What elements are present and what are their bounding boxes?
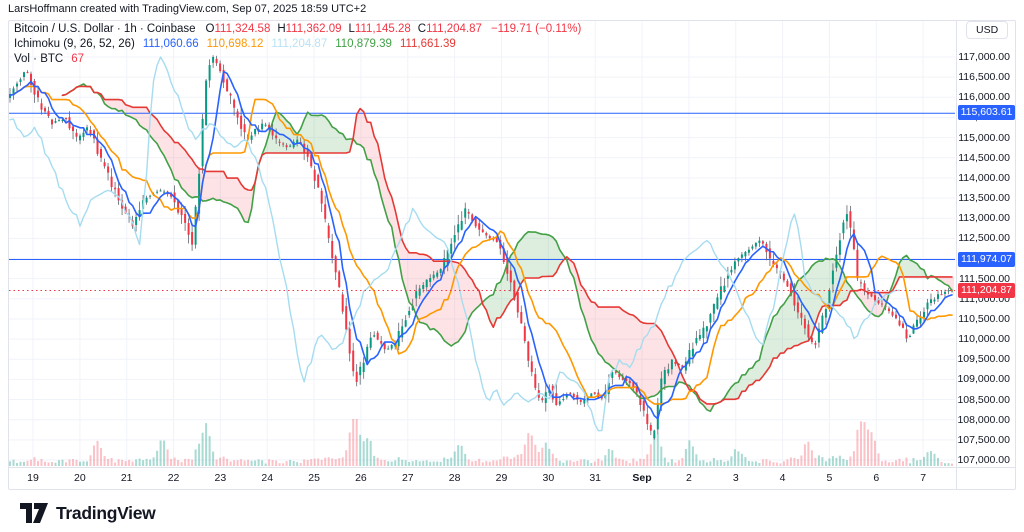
price-tick-label: 107,000.00	[957, 454, 1010, 466]
time-tick-label: 21	[120, 472, 133, 484]
price-tick-label: 110,500.00	[958, 312, 1010, 325]
price-line-label: 111,204.87	[958, 282, 1015, 298]
price-tick-label: 110,000.00	[958, 333, 1010, 346]
time-tick-label: 4	[779, 472, 786, 484]
time-tick-label: 7	[920, 472, 927, 484]
price-tick-label: 116,000.00	[958, 91, 1010, 104]
time-tick-label: 3	[732, 472, 739, 484]
legend-symbol-row[interactable]: Bitcoin / U.S. Dollar · 1h · Coinbase O1…	[14, 22, 581, 36]
time-tick-label: 31	[589, 472, 602, 484]
time-tick-label: 25	[308, 472, 320, 484]
legend-indicator-row[interactable]: Ichimoku (9, 26, 52, 26) 111,060.66 110,…	[14, 37, 581, 51]
currency-toggle-button[interactable]: USD	[966, 21, 1009, 39]
ohlc-close: C111,204.87	[417, 23, 482, 35]
price-tick-label: 115,000.00	[958, 131, 1010, 144]
ohlc-open-value: 111,324.58	[214, 23, 271, 35]
price-tick-label: 114,000.00	[958, 171, 1010, 184]
price-tick-label: 116,500.00	[958, 71, 1010, 84]
price-tick-label: 109,500.00	[957, 353, 1010, 366]
ohlc-low: L111,145.28	[348, 23, 411, 35]
tradingview-logo-icon	[20, 503, 48, 523]
ohlc-low-value: 111,145.28	[354, 23, 411, 35]
time-tick-label: 2	[685, 472, 692, 484]
time-tick-label: 26	[355, 472, 367, 484]
tradingview-logo-text: TradingView	[56, 502, 156, 523]
price-change: −119.71 (−0.11%)	[490, 23, 582, 35]
price-tick-label: 114,500.00	[958, 151, 1010, 164]
price-tick-label: 111,500.00	[959, 272, 1010, 285]
time-tick-label: 27	[401, 472, 414, 484]
ohlc-high-value: 111,362.09	[285, 23, 342, 35]
ohlc-open: O111,324.58	[205, 23, 271, 35]
time-tick-label: 24	[261, 472, 274, 484]
ichimoku-lagging-value: 111,204.87	[271, 38, 328, 50]
price-tick-label: 109,000.00	[957, 373, 1010, 386]
time-tick-label: 6	[873, 472, 880, 484]
chart-legend: Bitcoin / U.S. Dollar · 1h · Coinbase O1…	[14, 22, 581, 67]
price-tick-label: 112,500.00	[958, 232, 1010, 245]
time-tick-label: Sep	[632, 472, 652, 484]
legend-volume-row[interactable]: Vol · BTC 67	[14, 52, 581, 66]
price-tick-label: 113,000.00	[958, 212, 1010, 225]
price-scale-separator	[956, 20, 957, 490]
time-tick-label: 20	[74, 472, 86, 484]
volume-label: Vol · BTC	[14, 53, 64, 65]
time-tick-label: 19	[27, 472, 39, 484]
price-tick-label: 107,500.00	[957, 433, 1010, 446]
price-tick-label: 113,500.00	[958, 192, 1010, 205]
ichimoku-conversion-value: 111,060.66	[142, 38, 199, 50]
time-tick-label: 28	[448, 472, 461, 484]
ichimoku-lead-a-value: 110,879.39	[335, 38, 392, 50]
time-scale-separator	[8, 467, 1016, 468]
ichimoku-base-value: 110,698.12	[206, 38, 264, 50]
time-tick-label: 30	[542, 472, 555, 484]
symbol-title: Bitcoin / U.S. Dollar · 1h · Coinbase	[14, 23, 196, 35]
price-tick-label: 108,500.00	[957, 393, 1010, 406]
time-tick-label: 22	[167, 472, 180, 484]
price-line-label: 111,974.07	[958, 251, 1015, 267]
time-tick-label: 23	[214, 472, 227, 484]
price-tick-label: 108,000.00	[957, 413, 1010, 426]
ichimoku-lead-b-value: 111,661.39	[399, 38, 456, 50]
attribution-text: LarsHoffmann created with TradingView.co…	[8, 3, 367, 15]
price-tick-label: 117,000.00	[958, 51, 1010, 63]
indicator-title: Ichimoku (9, 26, 52, 26)	[14, 38, 135, 50]
time-tick-label: 5	[826, 472, 833, 484]
ohlc-close-value: 111,204.87	[426, 23, 482, 35]
time-tick-label: 29	[495, 472, 508, 484]
ohlc-high: H111,362.09	[277, 23, 342, 35]
volume-value: 67	[71, 53, 85, 65]
tradingview-logo[interactable]: TradingView	[20, 502, 156, 524]
price-line-label: 115,603.61	[958, 105, 1015, 121]
